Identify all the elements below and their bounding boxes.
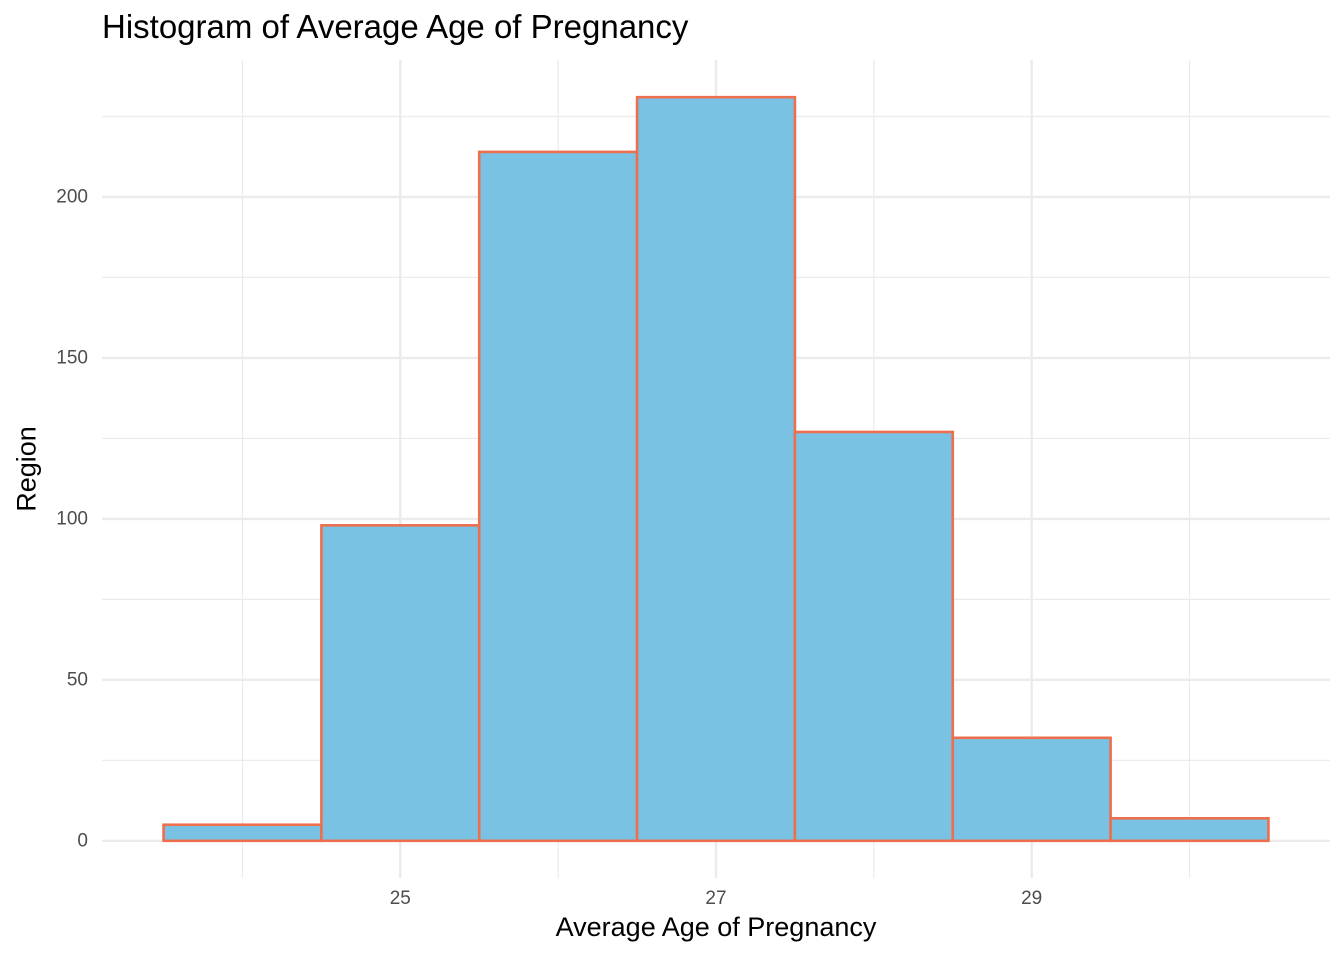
histogram-bar xyxy=(477,150,639,843)
histogram-bar xyxy=(793,430,955,843)
histogram-bar xyxy=(162,823,323,843)
histogram-bars xyxy=(162,95,1270,843)
x-axis-title: Average Age of Pregnancy xyxy=(555,912,877,942)
histogram-bar xyxy=(951,736,1112,843)
tick-labels: 0 50 100 150 200 25 27 29 xyxy=(56,186,1042,909)
histogram-bar xyxy=(635,95,797,843)
y-tick-label: 0 xyxy=(77,830,88,851)
x-tick-label: 25 xyxy=(390,888,411,909)
y-axis-title: Region xyxy=(11,426,42,512)
y-tick-label: 200 xyxy=(56,186,88,207)
y-tick-label: 50 xyxy=(67,669,88,690)
y-tick-label: 100 xyxy=(56,508,88,529)
y-tick-label: 150 xyxy=(56,347,88,368)
x-tick-label: 29 xyxy=(1021,888,1042,909)
chart-title: Histogram of Average Age of Pregnancy xyxy=(102,8,689,45)
x-tick-label: 27 xyxy=(705,888,726,909)
histogram-bar xyxy=(320,524,481,843)
histogram-bar xyxy=(1109,816,1270,843)
